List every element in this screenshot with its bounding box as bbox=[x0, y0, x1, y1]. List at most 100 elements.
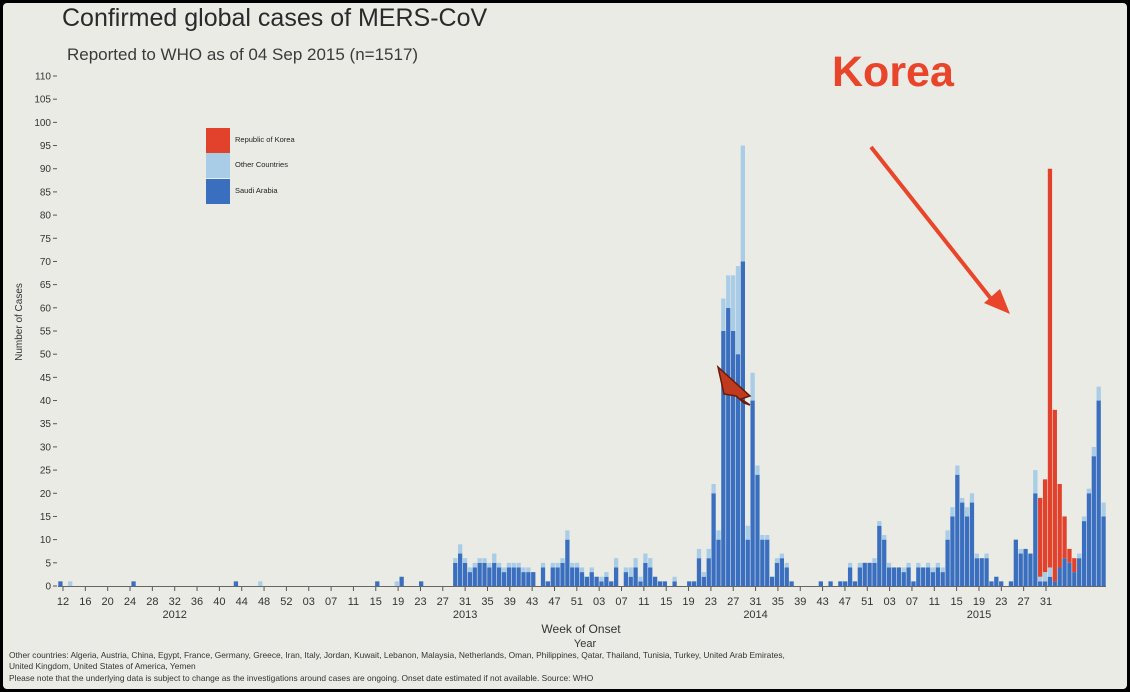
bar-segment-saudi-arabia bbox=[672, 581, 677, 586]
bar-segment-other-countries bbox=[506, 562, 512, 568]
bar-segment-other-countries bbox=[570, 562, 575, 568]
bar-segment-saudi-arabia bbox=[233, 581, 239, 586]
bar-segment-other-countries bbox=[877, 521, 882, 526]
x-tick-label: 15 bbox=[951, 596, 963, 608]
x-tick-label: 07 bbox=[325, 596, 337, 608]
x-tick-label: 11 bbox=[929, 596, 940, 608]
y-tick-label: 45 bbox=[40, 373, 52, 384]
bar-segment-saudi-arabia bbox=[843, 581, 848, 586]
x-tick-label: 15 bbox=[660, 596, 672, 608]
bar-segment-saudi-arabia bbox=[1047, 576, 1053, 586]
bar-segment-other-countries bbox=[643, 553, 648, 563]
bar-segment-saudi-arabia bbox=[560, 562, 565, 586]
bar-segment-saudi-arabia bbox=[589, 572, 594, 586]
bar-segment-saudi-arabia bbox=[555, 567, 560, 586]
bar-segment-saudi-arabia bbox=[487, 567, 492, 586]
bar-segment-other-countries bbox=[1101, 502, 1106, 517]
bar-segment-other-countries bbox=[755, 465, 760, 475]
y-tick-label: 5 bbox=[45, 558, 51, 569]
bar-segment-saudi-arabia bbox=[657, 581, 663, 586]
bar-segment-other-countries bbox=[716, 530, 721, 540]
bar-segment-saudi-arabia bbox=[789, 581, 794, 586]
bar-segment-saudi-arabia bbox=[974, 558, 979, 586]
bar-segment-saudi-arabia bbox=[1101, 516, 1106, 586]
bar-segment-other-countries bbox=[477, 558, 482, 563]
bar-segment-republic-of-korea bbox=[1067, 548, 1072, 563]
bar-segment-republic-of-korea bbox=[1038, 497, 1043, 577]
bar-segment-saudi-arabia bbox=[375, 581, 380, 586]
bar-segment-saudi-arabia bbox=[847, 567, 853, 586]
x-tick-label: 43 bbox=[526, 596, 538, 608]
bar-segment-saudi-arabia bbox=[979, 558, 984, 586]
bar-segment-saudi-arabia bbox=[472, 567, 477, 586]
bar-segment-saudi-arabia bbox=[492, 562, 497, 586]
bar-segment-other-countries bbox=[886, 562, 892, 568]
bar-segment-saudi-arabia bbox=[750, 400, 755, 586]
x-tick-label: 47 bbox=[839, 596, 851, 608]
bar-segment-other-countries bbox=[872, 558, 877, 563]
bar-segment-other-countries bbox=[784, 562, 789, 568]
bar-segment-saudi-arabia bbox=[765, 539, 770, 586]
bar-segment-saudi-arabia bbox=[399, 576, 404, 586]
page-title: Confirmed global cases of MERS-CoV bbox=[62, 4, 488, 32]
cursor-pointer-icon bbox=[716, 364, 752, 406]
x-tick-label: 19 bbox=[392, 596, 404, 608]
bar-segment-saudi-arabia bbox=[521, 572, 526, 586]
y-tick-label: 35 bbox=[40, 419, 52, 430]
bar-segment-saudi-arabia bbox=[1052, 581, 1057, 586]
bar-segment-saudi-arabia bbox=[945, 539, 950, 586]
bar-segment-saudi-arabia bbox=[633, 567, 638, 586]
y-tick-label: 90 bbox=[40, 164, 52, 175]
bar-segment-saudi-arabia bbox=[58, 581, 63, 586]
bar-segment-saudi-arabia bbox=[1096, 400, 1101, 586]
bar-segment-saudi-arabia bbox=[984, 558, 989, 586]
bar-segment-saudi-arabia bbox=[1072, 572, 1077, 586]
bar-segment-other-countries bbox=[940, 567, 945, 573]
bar-segment-other-countries bbox=[68, 581, 73, 586]
x-tick-label: 32 bbox=[169, 596, 181, 608]
x-tick-label: 23 bbox=[414, 596, 426, 608]
bar-segment-other-countries bbox=[633, 558, 638, 568]
bar-segment-other-countries bbox=[1047, 567, 1053, 577]
bar-segment-other-countries bbox=[950, 507, 955, 517]
x-tick-label: 11 bbox=[348, 596, 359, 608]
x-tick-label: 51 bbox=[861, 596, 873, 608]
x-tick-label: 31 bbox=[1040, 596, 1052, 608]
bar-segment-saudi-arabia bbox=[613, 567, 619, 586]
bar-segment-saudi-arabia bbox=[1033, 493, 1038, 586]
y-tick-label: 55 bbox=[40, 327, 52, 338]
x-tick-label: 43 bbox=[816, 596, 828, 608]
x-tick-label: 19 bbox=[973, 596, 985, 608]
bar-segment-saudi-arabia bbox=[516, 567, 521, 586]
y-tick-label: 75 bbox=[40, 234, 52, 245]
bar-segment-saudi-arabia bbox=[1067, 562, 1072, 586]
bar-segment-other-countries bbox=[906, 562, 911, 568]
x-axis-label: Week of Onset bbox=[541, 622, 621, 636]
bar-segment-saudi-arabia bbox=[882, 539, 887, 586]
bar-segment-saudi-arabia bbox=[774, 562, 780, 586]
bar-segment-other-countries bbox=[701, 572, 707, 577]
bar-segment-saudi-arabia bbox=[721, 331, 726, 586]
bar-segment-other-countries bbox=[492, 553, 497, 563]
bar-segment-other-countries bbox=[1091, 446, 1096, 457]
footnote-countries-2: United Kingdom, United States of America… bbox=[9, 661, 196, 671]
bar-segment-saudi-arabia bbox=[964, 516, 970, 586]
bar-segment-saudi-arabia bbox=[609, 581, 614, 586]
bar-segment-saudi-arabia bbox=[730, 331, 736, 586]
legend-swatch-korea bbox=[206, 128, 230, 153]
bar-segment-saudi-arabia bbox=[935, 567, 940, 586]
x-tick-label: 24 bbox=[124, 596, 136, 608]
y-tick-label: 85 bbox=[40, 187, 52, 198]
footnote-note: Please note that the underlying data is … bbox=[9, 673, 594, 683]
x-tick-label: 03 bbox=[883, 596, 895, 608]
bar-segment-other-countries bbox=[672, 576, 677, 582]
bar-segment-saudi-arabia bbox=[506, 567, 512, 586]
bar-segment-saudi-arabia bbox=[1086, 493, 1092, 586]
y-tick-label: 15 bbox=[40, 512, 52, 523]
bar-segment-saudi-arabia bbox=[916, 567, 921, 586]
x-tick-label: 12 bbox=[57, 596, 69, 608]
bar-segment-other-countries bbox=[765, 535, 770, 540]
bar-segment-saudi-arabia bbox=[886, 567, 892, 586]
bar-segment-saudi-arabia bbox=[901, 572, 906, 586]
